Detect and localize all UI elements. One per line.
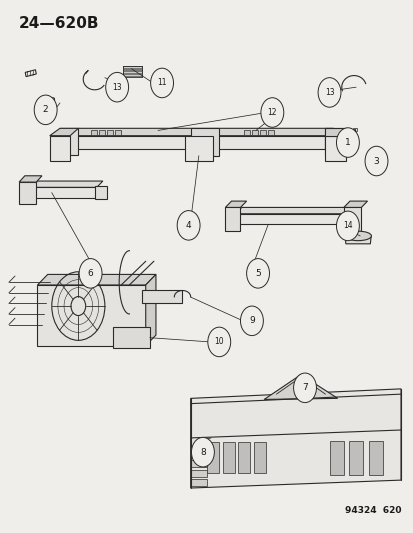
Text: 4: 4 xyxy=(185,221,191,230)
Polygon shape xyxy=(123,66,141,68)
Circle shape xyxy=(246,259,269,288)
Polygon shape xyxy=(50,128,78,136)
Circle shape xyxy=(240,306,263,336)
Polygon shape xyxy=(70,136,325,149)
Circle shape xyxy=(105,72,128,102)
Polygon shape xyxy=(235,214,345,224)
Polygon shape xyxy=(184,136,213,161)
Circle shape xyxy=(34,95,57,125)
Text: 7: 7 xyxy=(301,383,307,392)
Text: 94324  620: 94324 620 xyxy=(344,506,400,515)
Polygon shape xyxy=(259,131,266,135)
Polygon shape xyxy=(263,375,337,399)
Polygon shape xyxy=(235,207,351,214)
Text: 24—620B: 24—620B xyxy=(19,16,100,31)
Polygon shape xyxy=(123,69,141,70)
Circle shape xyxy=(79,259,102,288)
Polygon shape xyxy=(70,128,333,136)
Polygon shape xyxy=(348,441,363,475)
Polygon shape xyxy=(253,442,265,473)
Polygon shape xyxy=(38,274,156,285)
Polygon shape xyxy=(325,136,345,161)
Polygon shape xyxy=(38,285,145,345)
Circle shape xyxy=(177,211,199,240)
Polygon shape xyxy=(95,187,107,199)
Circle shape xyxy=(260,98,283,127)
Polygon shape xyxy=(325,128,345,136)
Polygon shape xyxy=(190,128,219,156)
Polygon shape xyxy=(31,181,102,188)
Polygon shape xyxy=(190,470,206,477)
Polygon shape xyxy=(141,290,182,303)
Circle shape xyxy=(207,327,230,357)
Polygon shape xyxy=(352,128,356,131)
Polygon shape xyxy=(123,71,141,73)
Polygon shape xyxy=(252,131,257,135)
Polygon shape xyxy=(375,165,382,169)
Text: 8: 8 xyxy=(199,448,205,457)
Polygon shape xyxy=(206,442,219,473)
Polygon shape xyxy=(90,131,97,135)
Polygon shape xyxy=(31,188,97,198)
Text: 2: 2 xyxy=(43,106,48,115)
Text: 13: 13 xyxy=(112,83,122,92)
Text: 6: 6 xyxy=(88,269,93,278)
Polygon shape xyxy=(60,128,78,155)
Polygon shape xyxy=(243,131,249,135)
Polygon shape xyxy=(190,389,400,488)
Polygon shape xyxy=(343,201,367,207)
Circle shape xyxy=(150,68,173,98)
Polygon shape xyxy=(343,207,361,231)
Circle shape xyxy=(317,78,340,107)
Polygon shape xyxy=(50,136,70,161)
Text: 13: 13 xyxy=(324,88,334,97)
Text: 11: 11 xyxy=(157,78,166,87)
Circle shape xyxy=(364,146,387,176)
Polygon shape xyxy=(107,131,113,135)
Polygon shape xyxy=(225,201,246,207)
Polygon shape xyxy=(344,236,370,244)
Polygon shape xyxy=(368,153,384,161)
Polygon shape xyxy=(19,176,42,182)
Polygon shape xyxy=(190,460,206,467)
Polygon shape xyxy=(25,70,36,77)
Text: 9: 9 xyxy=(249,316,254,325)
Polygon shape xyxy=(237,442,250,473)
Text: 14: 14 xyxy=(342,221,352,230)
Polygon shape xyxy=(19,182,36,204)
Text: 3: 3 xyxy=(373,157,378,166)
Polygon shape xyxy=(113,327,150,348)
Ellipse shape xyxy=(344,231,370,241)
Polygon shape xyxy=(329,441,343,475)
Text: 10: 10 xyxy=(214,337,223,346)
Polygon shape xyxy=(123,74,141,76)
Circle shape xyxy=(336,211,358,241)
Polygon shape xyxy=(115,131,121,135)
Circle shape xyxy=(336,128,358,157)
Circle shape xyxy=(293,373,316,402)
Polygon shape xyxy=(268,131,274,135)
Text: 5: 5 xyxy=(254,269,260,278)
Polygon shape xyxy=(368,441,382,475)
Polygon shape xyxy=(225,207,240,231)
Polygon shape xyxy=(99,131,104,135)
Polygon shape xyxy=(222,442,234,473)
Polygon shape xyxy=(145,274,156,345)
Text: 12: 12 xyxy=(267,108,276,117)
Polygon shape xyxy=(190,479,206,487)
Circle shape xyxy=(191,438,214,467)
Polygon shape xyxy=(39,107,50,113)
Text: 1: 1 xyxy=(344,138,350,147)
Polygon shape xyxy=(325,128,345,155)
